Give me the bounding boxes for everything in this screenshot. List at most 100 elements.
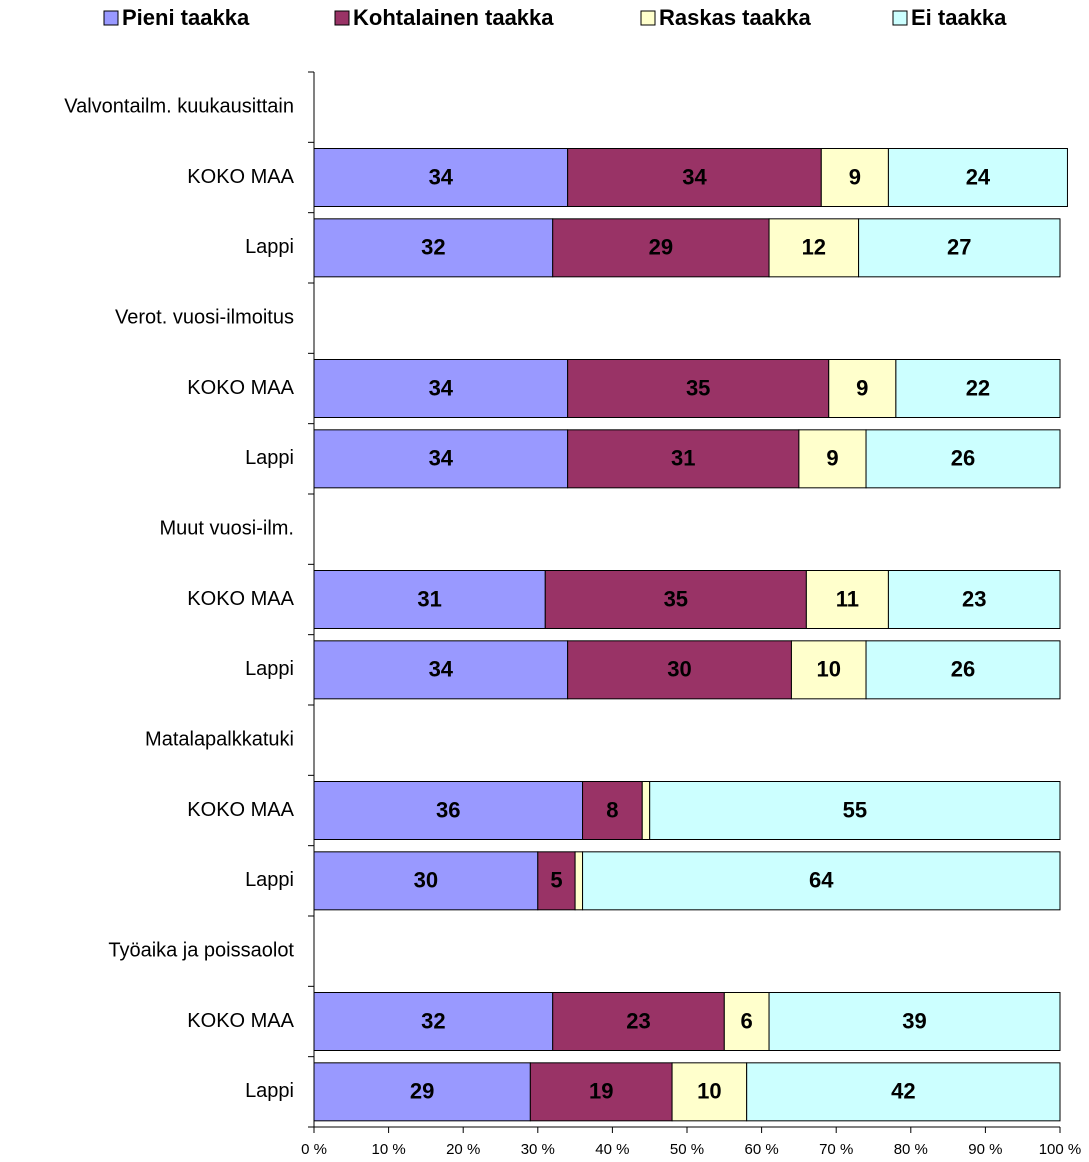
bar-segment (544, 570, 807, 629)
category-label: KOKO MAA (187, 377, 294, 399)
bar-segment (313, 429, 569, 489)
bar-segment (649, 781, 1061, 840)
value-label: 35 (686, 375, 710, 400)
x-tick-label: 80 % (894, 1141, 928, 1158)
value-label: 39 (902, 1008, 926, 1033)
value-label: 31 (671, 446, 695, 471)
value-label: 31 (417, 586, 441, 611)
value-label: 9 (826, 446, 838, 471)
legend-label: Pieni taakka (122, 5, 250, 30)
bar-segment (313, 992, 554, 1051)
bar-segment (313, 781, 584, 840)
bar-segment (887, 148, 1068, 207)
legend-swatch (892, 10, 908, 26)
value-label: 29 (649, 235, 673, 260)
value-label: 24 (966, 164, 991, 189)
value-label: 26 (951, 446, 975, 471)
bar-segment (567, 148, 822, 207)
bar-segment (313, 1062, 531, 1122)
value-label: 32 (421, 1008, 445, 1033)
bar-segment (865, 429, 1061, 489)
bar-segment (574, 851, 584, 911)
value-label: 34 (429, 446, 454, 471)
value-label: 10 (697, 1079, 721, 1104)
bar-segment (790, 640, 867, 700)
category-label: Työaika ja poissaolot (108, 939, 294, 961)
legend-label: Ei taakka (911, 5, 1007, 30)
bar-segment (671, 1062, 748, 1122)
value-label: 6 (741, 1008, 753, 1033)
bar-segment (895, 359, 1061, 418)
value-label: 22 (966, 375, 990, 400)
bar-segment (768, 218, 860, 278)
value-label: 23 (626, 1008, 650, 1033)
value-label: 11 (836, 586, 859, 611)
value-label: 10 (816, 657, 840, 682)
bar-segment (798, 429, 867, 489)
bar-segment (805, 570, 889, 629)
value-label: 64 (809, 868, 834, 893)
category-label: KOKO MAA (187, 588, 294, 610)
value-label: 35 (664, 586, 688, 611)
value-label: 8 (606, 797, 618, 822)
category-label: Valvontailm. kuukausittain (64, 95, 294, 117)
bar-segment (865, 640, 1061, 700)
bar-segment (313, 218, 554, 278)
category-label: Lappi (245, 869, 294, 891)
value-label: 42 (891, 1079, 915, 1104)
value-label: 23 (962, 586, 986, 611)
value-label: 30 (414, 868, 438, 893)
category-label: Muut vuosi-ilm. (160, 517, 294, 539)
category-label: KOKO MAA (187, 166, 294, 188)
bar-segment (552, 218, 770, 278)
x-tick-label: 20 % (446, 1141, 480, 1158)
bar-segment (820, 148, 889, 207)
x-tick-label: 60 % (744, 1141, 778, 1158)
legend-swatch (640, 10, 656, 26)
bar-segment (723, 992, 770, 1051)
x-tick-label: 10 % (371, 1141, 405, 1158)
bar-segment (552, 992, 725, 1051)
legend-swatch (334, 10, 350, 26)
bar-segment (313, 148, 569, 207)
bar-segment (858, 218, 1061, 278)
x-tick-label: 40 % (595, 1141, 629, 1158)
category-label: Lappi (245, 236, 294, 258)
category-label: Lappi (245, 658, 294, 680)
bar-segment (313, 570, 546, 629)
value-label: 29 (410, 1079, 434, 1104)
value-label: 27 (947, 235, 971, 260)
value-label: 36 (436, 797, 460, 822)
value-label: 9 (849, 164, 861, 189)
bar-segment (567, 359, 830, 418)
bar-segment (641, 781, 651, 840)
bar-segment (768, 992, 1061, 1051)
category-label: KOKO MAA (187, 1010, 294, 1032)
legend-swatch (103, 10, 119, 26)
category-label: Lappi (245, 1080, 294, 1102)
x-tick-label: 100 % (1039, 1141, 1082, 1158)
category-label: Matalapalkkatuki (145, 728, 294, 750)
category-label: Lappi (245, 447, 294, 469)
category-label: Verot. vuosi-ilmoitus (115, 306, 294, 328)
x-tick-label: 90 % (968, 1141, 1002, 1158)
value-label: 34 (429, 657, 454, 682)
bar-segment (887, 570, 1061, 629)
value-label: 34 (429, 164, 454, 189)
value-label: 12 (802, 235, 826, 260)
legend-label: Raskas taakka (659, 5, 811, 30)
bar-segment (313, 359, 569, 418)
bar-segment (746, 1062, 1061, 1122)
category-label: KOKO MAA (187, 799, 294, 821)
value-label: 5 (550, 868, 562, 893)
x-tick-label: 50 % (670, 1141, 704, 1158)
value-label: 30 (667, 657, 691, 682)
x-tick-label: 70 % (819, 1141, 853, 1158)
value-label: 34 (682, 164, 707, 189)
x-tick-label: 0 % (301, 1141, 327, 1158)
value-label: 19 (589, 1079, 613, 1104)
bar-segment (313, 851, 539, 911)
bar-segment (567, 429, 800, 489)
value-label: 26 (951, 657, 975, 682)
x-tick-label: 30 % (521, 1141, 555, 1158)
